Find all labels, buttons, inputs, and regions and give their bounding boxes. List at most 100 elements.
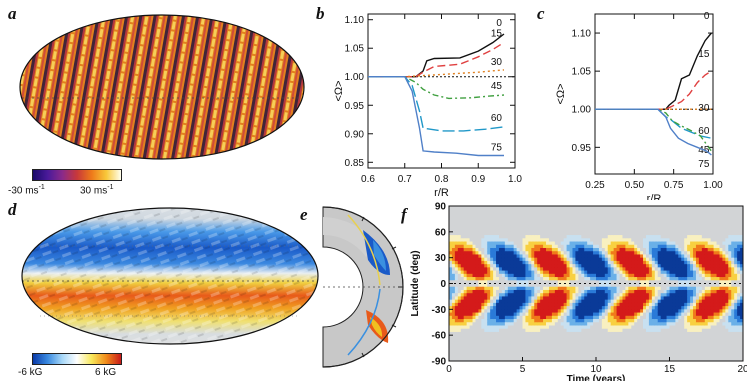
- heatmap-cell: [551, 280, 556, 284]
- heatmap-cell: [707, 309, 712, 313]
- heatmap-cell: [525, 302, 529, 307]
- heatmap-cell: [507, 289, 512, 294]
- heatmap-cell: [654, 238, 659, 242]
- heatmap-cell: [469, 206, 473, 210]
- heatmap-cell: [698, 328, 703, 333]
- heatmap-cell: [710, 338, 714, 343]
- heatmap-cell: [537, 264, 541, 268]
- heatmap-cell: [616, 231, 620, 236]
- heatmap-cell: [716, 247, 720, 252]
- heatmap-cell: [684, 270, 688, 275]
- heatmap-cell: [596, 206, 600, 210]
- heatmap-cell: [672, 267, 676, 271]
- heatmap-cell: [513, 341, 518, 346]
- heatmap-cell: [660, 296, 665, 301]
- heatmap-cell: [449, 302, 453, 307]
- heatmap-cell: [554, 225, 559, 230]
- heatmap-cell: [454, 280, 459, 284]
- heatmap-cell: [716, 225, 720, 230]
- heatmap-cell: [681, 357, 685, 362]
- heatmap-cell: [672, 247, 676, 252]
- heatmap-cell: [554, 222, 559, 226]
- heatmap-cell: [598, 286, 603, 291]
- heatmap-cell: [560, 225, 565, 230]
- heatmap-cell: [690, 238, 694, 242]
- heatmap-cell: [587, 306, 591, 310]
- heatmap-cell: [457, 235, 462, 239]
- heatmap-cell: [678, 299, 682, 304]
- heatmap-cell: [616, 241, 620, 246]
- heatmap-cell: [687, 351, 691, 355]
- heatmap-cell: [596, 325, 600, 330]
- heatmap-cell: [484, 212, 488, 217]
- heatmap-cell: [546, 218, 550, 223]
- heatmap-cell: [687, 348, 691, 352]
- heatmap-cell: [663, 306, 667, 310]
- heatmap-cell: [519, 299, 523, 304]
- heatmap-cell: [449, 273, 453, 278]
- heatmap-cell: [640, 312, 644, 317]
- heatmap-cell: [569, 348, 573, 352]
- heatmap-cell: [734, 338, 738, 343]
- heatmap-cell: [690, 293, 694, 297]
- heatmap-cell: [737, 228, 741, 233]
- heatmap-cell: [634, 273, 638, 278]
- heatmap-cell: [481, 338, 485, 343]
- heatmap-cell: [507, 228, 512, 233]
- heatmap-cell: [725, 273, 729, 278]
- heatmap-cell: [684, 264, 688, 268]
- heatmap-cell: [695, 206, 700, 210]
- heatmap-cell: [584, 289, 588, 294]
- heatmap-cell: [722, 325, 726, 330]
- heatmap-cell: [693, 289, 697, 294]
- heatmap-cell: [716, 251, 720, 255]
- heatmap-cell: [728, 328, 732, 333]
- heatmap-cell: [593, 293, 597, 297]
- heatmap-cell: [596, 270, 600, 275]
- heatmap-cell: [534, 348, 538, 352]
- heatmap-cell: [587, 322, 591, 326]
- heatmap-cell: [548, 244, 553, 249]
- heatmap-cell: [501, 251, 506, 255]
- heatmap-cell: [598, 270, 603, 275]
- heatmap-cell: [481, 357, 485, 362]
- heatmap-cell: [728, 251, 732, 255]
- heatmap-cell: [551, 299, 556, 304]
- heatmap-cell: [657, 257, 662, 262]
- heatmap-cell: [722, 231, 726, 236]
- heatmap-cell: [722, 235, 726, 239]
- heatmap-cell: [581, 319, 585, 323]
- heatmap-cell: [572, 344, 576, 349]
- heatmap-cell: [587, 273, 591, 278]
- heatmap-cell: [631, 254, 635, 259]
- heatmap-cell: [572, 235, 576, 239]
- heatmap-cell: [584, 286, 588, 291]
- heatmap-cell: [695, 319, 700, 323]
- heatmap-cell: [587, 235, 591, 239]
- heatmap-cell: [478, 225, 482, 230]
- heatmap-cell: [469, 319, 473, 323]
- heatmap-cell: [731, 260, 735, 265]
- heatmap-cell: [528, 296, 532, 301]
- heatmap-cell: [719, 302, 723, 307]
- heatmap-cell: [651, 289, 656, 294]
- heatmap-cell: [578, 296, 582, 301]
- heatmap-cell: [507, 299, 512, 304]
- heatmap-cell: [731, 251, 735, 255]
- heatmap-cell: [719, 299, 723, 304]
- heatmap-cell: [575, 251, 579, 255]
- heatmap-cell: [663, 283, 667, 288]
- heatmap-cell: [519, 335, 523, 339]
- heatmap-cell: [575, 296, 579, 301]
- heatmap-cell: [734, 341, 738, 346]
- heatmap-cell: [604, 306, 609, 310]
- heatmap-cell: [716, 289, 720, 294]
- heatmap-cell: [690, 312, 694, 317]
- heatmap-cell: [484, 254, 488, 259]
- heatmap-cell: [563, 293, 567, 297]
- heatmap-cell: [501, 280, 506, 284]
- heatmap-cell: [731, 222, 735, 226]
- heatmap-cell: [631, 348, 635, 352]
- heatmap-cell: [484, 267, 488, 271]
- heatmap-cell: [657, 277, 662, 281]
